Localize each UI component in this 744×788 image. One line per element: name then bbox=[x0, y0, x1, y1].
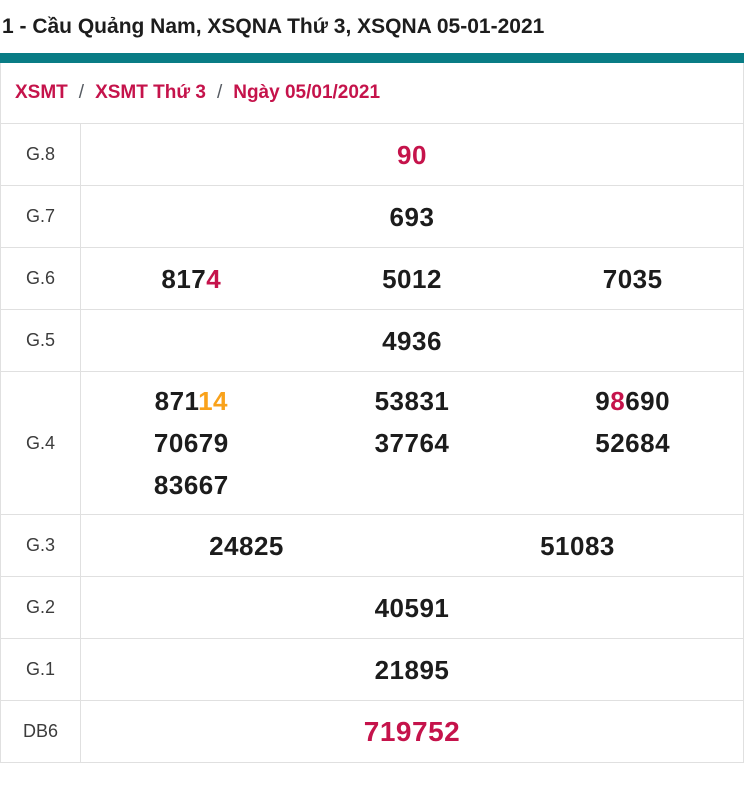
prize-value: 24825 bbox=[209, 525, 284, 567]
table-row: G.5 4936 bbox=[1, 310, 743, 372]
highlighted-digits: 4 bbox=[206, 263, 222, 294]
prize-value: 4936 bbox=[382, 320, 442, 362]
breadcrumb-link-date[interactable]: Ngày 05/01/2021 bbox=[233, 82, 381, 103]
prize-value: 37764 bbox=[375, 422, 450, 464]
digits: 24825 bbox=[209, 530, 284, 561]
prize-value: 8174 bbox=[161, 258, 221, 300]
prize-value: 693 bbox=[390, 196, 435, 238]
digits: 9 bbox=[595, 386, 611, 416]
highlighted-digits: 719752 bbox=[363, 715, 461, 747]
prize-label: G.1 bbox=[1, 639, 81, 700]
breadcrumb: XSMT / XSMT Thứ 3 / Ngày 05/01/2021 bbox=[1, 63, 743, 124]
prize-values: 4936 bbox=[81, 310, 743, 371]
prize-label: G.3 bbox=[1, 515, 81, 576]
prize-label: G.2 bbox=[1, 577, 81, 638]
prize-label: G.7 bbox=[1, 186, 81, 247]
digits: 817 bbox=[161, 263, 207, 294]
prize-values: 693 bbox=[81, 186, 743, 247]
breadcrumb-link-xsmt[interactable]: XSMT bbox=[15, 82, 68, 103]
digits: 51083 bbox=[540, 530, 615, 561]
prize-values: 90 bbox=[81, 124, 743, 185]
prize-value: 52684 bbox=[595, 422, 670, 464]
table-row: G.4 87114 53831 98690 70679 37764 52684 83667 bbox=[1, 372, 743, 515]
prize-value: 7035 bbox=[603, 258, 663, 300]
prize-value: 5012 bbox=[382, 258, 442, 300]
prize-values: 8174 5012 7035 bbox=[81, 248, 743, 309]
table-row: G.2 40591 bbox=[1, 577, 743, 639]
digits: 5012 bbox=[382, 263, 442, 294]
breadcrumb-link-xsmt-thu-3[interactable]: XSMT Thứ 3 bbox=[95, 82, 206, 103]
prize-value: 53831 bbox=[375, 380, 450, 422]
digits: 7035 bbox=[602, 263, 663, 294]
digits: 53831 bbox=[374, 386, 450, 416]
page: 1 - Cầu Quảng Nam, XSQNA Thứ 3, XSQNA 05… bbox=[0, 14, 744, 763]
prize-value: 719752 bbox=[364, 711, 460, 753]
prize-values: 719752 bbox=[81, 701, 743, 762]
table-row: G.8 90 bbox=[1, 124, 743, 186]
prize-values: 40591 bbox=[81, 577, 743, 638]
prize-label: G.5 bbox=[1, 310, 81, 371]
prize-label: DB6 bbox=[1, 701, 81, 762]
table-row: DB6 719752 bbox=[1, 701, 743, 762]
digits: 690 bbox=[625, 386, 671, 416]
results-panel: XSMT / XSMT Thứ 3 / Ngày 05/01/2021 G.8 9… bbox=[0, 63, 744, 763]
prize-label: G.8 bbox=[1, 124, 81, 185]
prize-value: 51083 bbox=[540, 525, 615, 567]
table-row: G.7 693 bbox=[1, 186, 743, 248]
digits: 871 bbox=[154, 386, 199, 416]
results-table: G.8 90 G.7 693 G.6 8174 5012 7035 G.5 4936 G.4 8711… bbox=[1, 124, 743, 762]
prize-value: 21895 bbox=[375, 649, 450, 691]
digits: 83667 bbox=[153, 470, 229, 500]
table-row: G.3 24825 51083 bbox=[1, 515, 743, 577]
digits: 4936 bbox=[382, 325, 442, 356]
prize-values: 24825 51083 bbox=[81, 515, 743, 576]
prize-value: 90 bbox=[397, 134, 427, 176]
digits: 21895 bbox=[374, 654, 450, 685]
prize-value: 83667 bbox=[154, 464, 229, 506]
prize-value: 40591 bbox=[375, 587, 450, 629]
breadcrumb-separator: / bbox=[78, 82, 85, 103]
highlighted-digits: 14 bbox=[198, 386, 229, 416]
digits: 70679 bbox=[153, 428, 229, 458]
prize-value: 87114 bbox=[155, 380, 228, 422]
digits: 693 bbox=[389, 201, 435, 232]
prize-label: G.4 bbox=[1, 372, 81, 514]
prize-value: 70679 bbox=[154, 422, 229, 464]
page-title: 1 - Cầu Quảng Nam, XSQNA Thứ 3, XSQNA 05… bbox=[2, 15, 545, 38]
prize-label: G.6 bbox=[1, 248, 81, 309]
highlighted-digits: 8 bbox=[610, 386, 626, 416]
prize-value: 98690 bbox=[595, 380, 670, 422]
breadcrumb-separator: / bbox=[216, 82, 223, 103]
table-row: G.1 21895 bbox=[1, 639, 743, 701]
table-row: G.6 8174 5012 7035 bbox=[1, 248, 743, 310]
prize-values: 21895 bbox=[81, 639, 743, 700]
digits: 52684 bbox=[595, 428, 671, 458]
digits: 40591 bbox=[374, 592, 450, 623]
accent-bar bbox=[0, 53, 744, 63]
prize-values: 87114 53831 98690 70679 37764 52684 83667 bbox=[81, 372, 743, 514]
highlighted-digits: 90 bbox=[397, 139, 427, 170]
digits: 37764 bbox=[374, 428, 450, 458]
